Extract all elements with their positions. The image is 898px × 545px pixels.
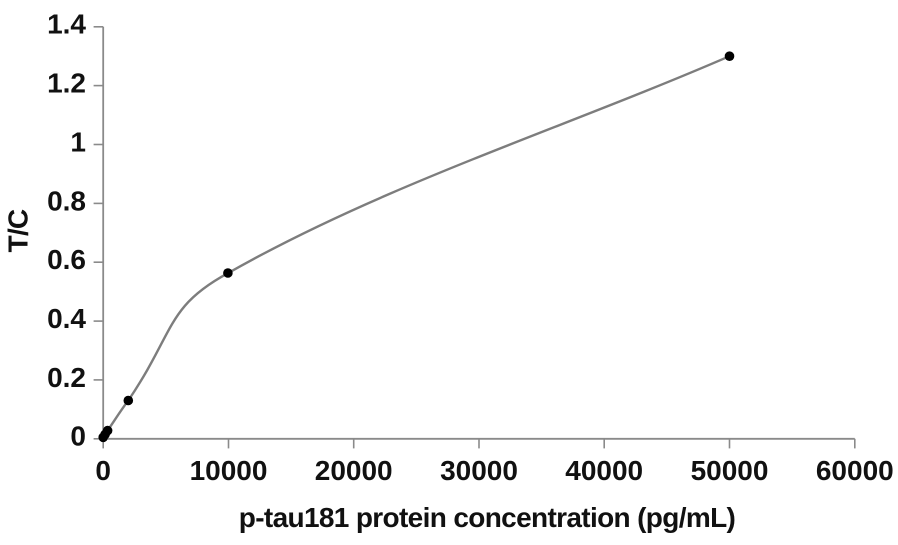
svg-text:0.4: 0.4 <box>47 303 86 334</box>
svg-text:1: 1 <box>70 126 86 157</box>
svg-text:10000: 10000 <box>190 455 268 486</box>
svg-text:0: 0 <box>70 421 86 452</box>
svg-text:0.2: 0.2 <box>47 362 86 393</box>
svg-text:50000: 50000 <box>691 455 769 486</box>
svg-text:0.6: 0.6 <box>47 244 86 275</box>
svg-text:30000: 30000 <box>440 455 518 486</box>
svg-text:p-tau181 protein concentration: p-tau181 protein concentration (pg/mL) <box>239 502 735 533</box>
svg-text:40000: 40000 <box>565 455 643 486</box>
svg-text:60000: 60000 <box>816 455 894 486</box>
svg-text:0.8: 0.8 <box>47 185 86 216</box>
svg-text:1.2: 1.2 <box>47 68 86 99</box>
svg-text:0: 0 <box>95 455 111 486</box>
svg-text:1.4: 1.4 <box>47 9 86 40</box>
svg-text:T/C: T/C <box>3 209 34 252</box>
svg-text:20000: 20000 <box>315 455 393 486</box>
